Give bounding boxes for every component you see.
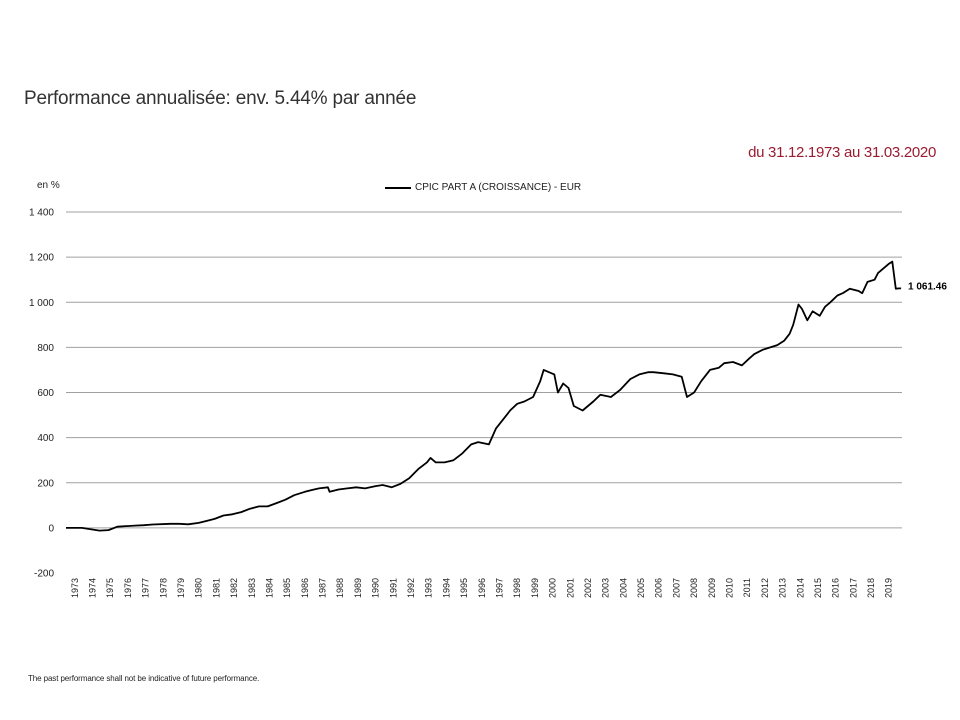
x-tick-label: 2001 bbox=[565, 578, 575, 598]
x-tick-label: 1983 bbox=[247, 578, 257, 598]
y-tick-label: -200 bbox=[34, 569, 54, 580]
y-axis-label: en % bbox=[37, 180, 60, 191]
x-tick-label: 1982 bbox=[229, 578, 239, 598]
last-value-group: 1 061.46 bbox=[908, 281, 947, 292]
footnote: The past performance shall not be indica… bbox=[28, 674, 260, 683]
period-label: du 31.12.1973 au 31.03.2020 bbox=[748, 144, 936, 161]
x-tick-label: 1997 bbox=[494, 578, 504, 598]
x-tick-label: 2010 bbox=[724, 578, 734, 598]
x-tick-label: 2006 bbox=[654, 578, 664, 598]
x-tick-label: 2018 bbox=[866, 578, 876, 598]
x-tick-label: 1984 bbox=[264, 578, 274, 598]
x-tick-label: 1994 bbox=[441, 578, 451, 598]
y-tick-label: 600 bbox=[37, 388, 54, 399]
y-tick-label: 1 200 bbox=[29, 253, 54, 264]
x-tick-label: 2016 bbox=[831, 578, 841, 598]
x-tick-label: 2013 bbox=[778, 578, 788, 598]
x-tick-label: 1973 bbox=[70, 578, 80, 598]
x-tick-label: 1989 bbox=[353, 578, 363, 598]
y-tick-label: 0 bbox=[48, 523, 54, 534]
x-tick-label: 2011 bbox=[742, 578, 752, 597]
last-value-label: 1 061.46 bbox=[908, 281, 947, 292]
x-tick-label: 2012 bbox=[760, 578, 770, 598]
y-tick-label: 1 400 bbox=[29, 208, 54, 219]
legend-swatch bbox=[385, 186, 411, 189]
x-tick-label: 2004 bbox=[618, 578, 628, 598]
x-tick-label: 2007 bbox=[671, 578, 681, 598]
x-tick-label: 1986 bbox=[300, 578, 310, 598]
gridlines bbox=[66, 211, 902, 529]
x-tick-label: 2019 bbox=[884, 578, 894, 598]
legend-label: CPIC PART A (CROISSANCE) - EUR bbox=[415, 182, 582, 193]
x-tick-label: 2009 bbox=[707, 578, 717, 598]
x-tick-label: 1998 bbox=[512, 578, 522, 598]
x-tick-label: 1999 bbox=[530, 578, 540, 598]
x-tick-label: 1987 bbox=[318, 578, 328, 598]
series-group bbox=[66, 260, 902, 532]
x-tick-label: 2005 bbox=[636, 578, 646, 598]
x-tick-label: 1992 bbox=[406, 578, 416, 598]
x-tick-label: 1990 bbox=[371, 578, 381, 598]
x-tick-label: 1976 bbox=[123, 578, 133, 598]
x-tick-label: 1975 bbox=[105, 578, 115, 598]
x-tick-label: 2000 bbox=[548, 578, 558, 598]
x-tick-label: 1977 bbox=[141, 578, 151, 598]
chart-title: Performance annualisée: env. 5.44% par a… bbox=[24, 88, 417, 109]
x-tick-label: 1991 bbox=[388, 578, 398, 598]
x-tick-label: 1980 bbox=[194, 578, 204, 598]
y-tick-label: 1 000 bbox=[29, 298, 54, 309]
y-tick-label: 200 bbox=[37, 478, 54, 489]
y-tick-label: 400 bbox=[37, 433, 54, 444]
x-tick-label: 2008 bbox=[689, 578, 699, 598]
x-tick-label: 1979 bbox=[176, 578, 186, 598]
x-tick-label: 2017 bbox=[848, 578, 858, 598]
x-tick-label: 1988 bbox=[335, 578, 345, 598]
x-tick-label: 1974 bbox=[88, 578, 98, 598]
legend: CPIC PART A (CROISSANCE) - EUR bbox=[385, 182, 581, 193]
x-tick-label: 2003 bbox=[601, 578, 611, 598]
x-tick-label: 2002 bbox=[583, 578, 593, 598]
x-tick-label: 1993 bbox=[424, 578, 434, 598]
x-tick-label: 1985 bbox=[282, 578, 292, 598]
x-tick-labels: 1973 1974 1975 1976 1977 1978 1979 1980 1981 1982… bbox=[70, 578, 894, 598]
y-tick-label: 800 bbox=[37, 343, 54, 354]
x-tick-label: 1978 bbox=[158, 578, 168, 598]
x-tick-label: 1981 bbox=[211, 578, 221, 598]
x-tick-label: 2014 bbox=[795, 578, 805, 598]
series-line bbox=[66, 260, 902, 532]
x-tick-label: 2015 bbox=[813, 578, 823, 598]
x-tick-label: 1996 bbox=[477, 578, 487, 598]
y-tick-labels: 1 400 1 200 1 000 800 600 400 200 0 -200 bbox=[29, 208, 54, 580]
x-tick-label: 1995 bbox=[459, 578, 469, 598]
